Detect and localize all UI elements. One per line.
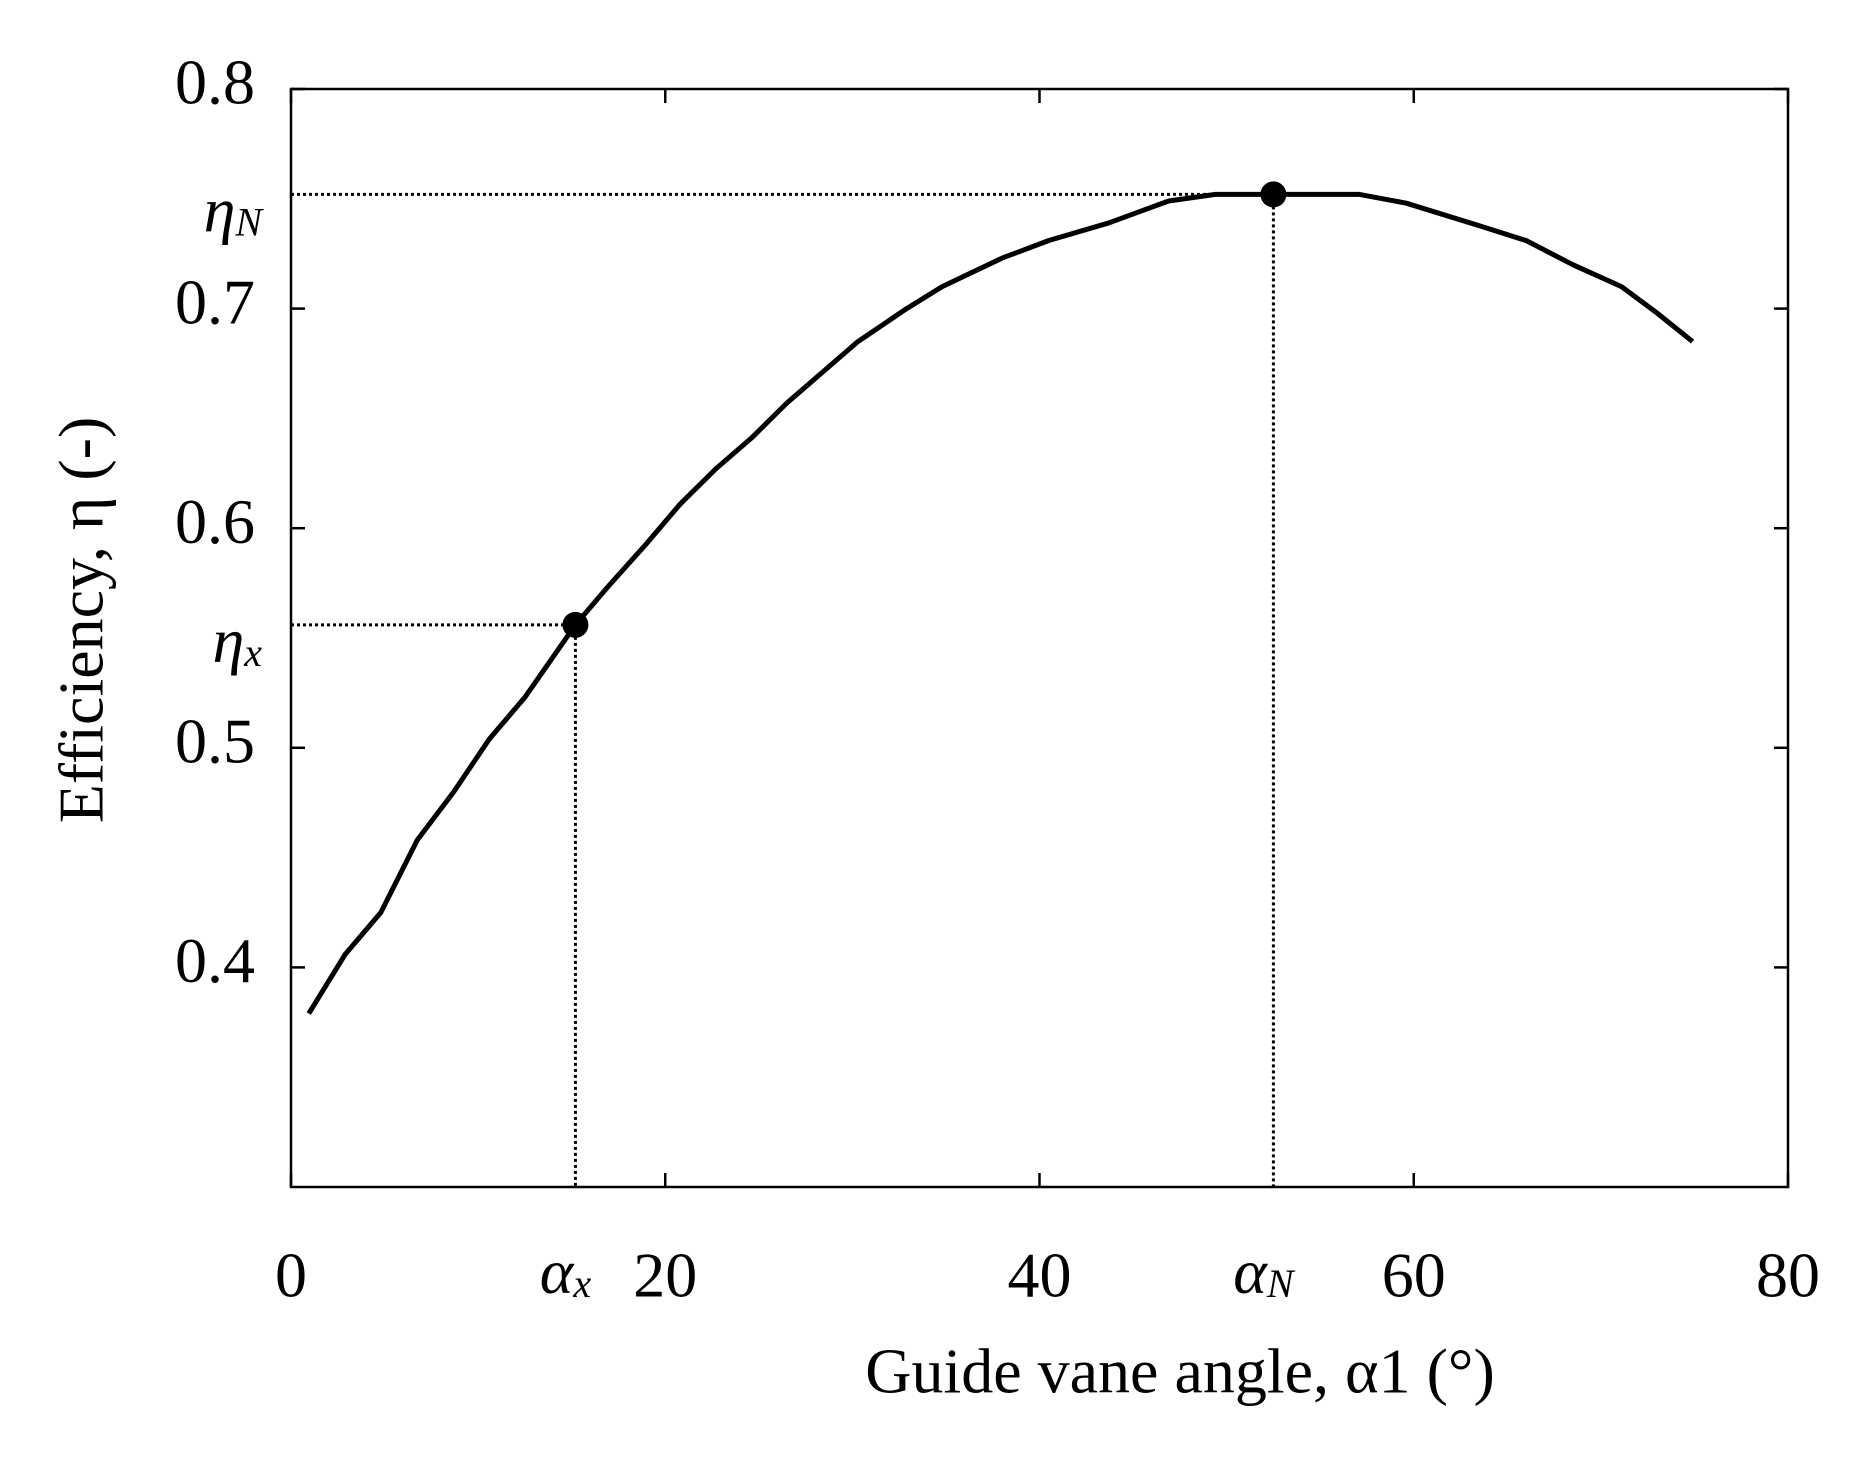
x-marker-label: αx — [540, 1236, 592, 1307]
y-marker-label-symbol: η — [204, 174, 236, 245]
y-tick-label: 0.5 — [175, 705, 255, 776]
x-tick-label: 0 — [275, 1240, 307, 1311]
y-marker-label-subscript: x — [243, 630, 262, 675]
y-marker-label: ηN — [204, 174, 265, 245]
x-tick-label: 40 — [1008, 1240, 1072, 1311]
y-marker-label-subscript: N — [234, 200, 264, 245]
y-tick-label: 0.7 — [175, 266, 255, 337]
x-tick-label: 80 — [1756, 1240, 1820, 1311]
y-tick-label: 0.8 — [175, 47, 255, 118]
y-tick-label: 0.4 — [175, 925, 255, 996]
y-axis-title: Efficiency, η (-) — [46, 417, 117, 824]
data-line — [306, 191, 1695, 1015]
y-marker-label-symbol: η — [212, 605, 244, 676]
x-marker-label: αN — [1233, 1236, 1296, 1307]
x-marker-label-symbol: α — [1233, 1236, 1268, 1307]
x-tick-label: 60 — [1382, 1240, 1446, 1311]
x-axis-title: Guide vane angle, α1 (°) — [865, 1336, 1495, 1407]
y-marker-label: ηx — [212, 605, 262, 676]
x-marker-label-subscript: N — [1266, 1261, 1296, 1306]
x-marker-label-subscript: x — [572, 1261, 591, 1306]
plot-frame — [289, 87, 1790, 1189]
marker-point — [1260, 181, 1287, 208]
marker-point — [562, 611, 589, 638]
x-tick-label: 20 — [633, 1240, 697, 1311]
y-tick-label: 0.6 — [175, 486, 255, 557]
x-marker-label-symbol: α — [540, 1236, 575, 1307]
